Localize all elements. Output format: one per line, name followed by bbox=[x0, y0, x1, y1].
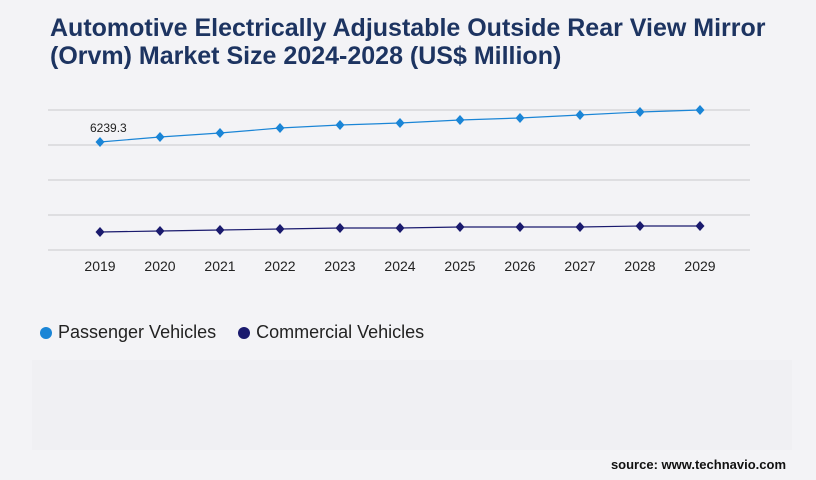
data-point bbox=[515, 221, 525, 232]
data-point bbox=[455, 115, 465, 126]
legend-marker-icon bbox=[238, 326, 251, 339]
x-tick-label: 2028 bbox=[624, 258, 655, 274]
x-tick-label: 2023 bbox=[324, 258, 355, 274]
x-tick-label: 2026 bbox=[504, 258, 535, 274]
legend: Passenger Vehicles Commercial Vehicles bbox=[40, 322, 424, 343]
x-tick-label: 2027 bbox=[564, 258, 595, 274]
source-label: source: www.technavio.com bbox=[610, 457, 786, 472]
data-point bbox=[395, 117, 405, 128]
data-point bbox=[695, 221, 705, 232]
data-point bbox=[515, 112, 525, 123]
x-tick-label: 2024 bbox=[384, 258, 415, 274]
data-point bbox=[695, 105, 705, 115]
x-tick-label: 2021 bbox=[204, 258, 235, 274]
data-label: 6239.3 bbox=[90, 121, 127, 135]
data-point bbox=[215, 128, 225, 139]
data-point bbox=[395, 222, 405, 233]
x-tick-label: 2025 bbox=[444, 258, 475, 274]
data-point bbox=[335, 222, 345, 233]
data-point bbox=[575, 110, 585, 121]
blank-panel bbox=[32, 360, 792, 450]
data-point bbox=[215, 225, 225, 236]
data-point bbox=[575, 221, 585, 232]
data-point bbox=[275, 123, 285, 134]
legend-label: Commercial Vehicles bbox=[256, 322, 425, 342]
legend-label: Passenger Vehicles bbox=[58, 322, 217, 342]
data-point bbox=[635, 221, 645, 232]
legend-item-passenger: Passenger Vehicles bbox=[40, 322, 216, 343]
line-chart: 2019 2020 2021 2022 2023 2024 2025 2026 2027 2028… bbox=[48, 105, 750, 274]
data-point bbox=[155, 132, 165, 143]
data-point bbox=[95, 226, 105, 237]
x-tick-label: 2020 bbox=[144, 258, 175, 274]
data-point bbox=[455, 221, 465, 232]
legend-marker-icon bbox=[40, 326, 52, 339]
x-tick-label: 2029 bbox=[684, 258, 715, 274]
x-tick-label: 2019 bbox=[84, 258, 115, 274]
chart-title: Automotive Electrically Adjustable Outsi… bbox=[50, 14, 766, 70]
x-tick-label: 2022 bbox=[264, 258, 295, 274]
data-point bbox=[275, 224, 285, 235]
data-point bbox=[155, 225, 165, 236]
data-point bbox=[635, 107, 645, 118]
legend-item-commercial: Commercial Vehicles bbox=[238, 322, 424, 343]
data-point bbox=[95, 137, 105, 148]
data-point bbox=[335, 120, 345, 131]
